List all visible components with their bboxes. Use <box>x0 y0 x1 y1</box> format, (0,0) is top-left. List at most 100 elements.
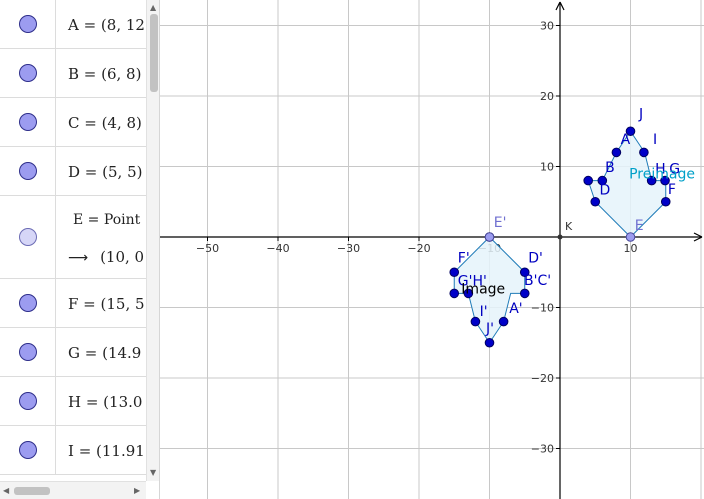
image-point[interactable] <box>470 316 481 327</box>
visibility-toggle-B[interactable] <box>0 49 56 97</box>
origin-point-label: K <box>565 220 573 233</box>
marble-icon[interactable] <box>19 441 37 459</box>
preimage-point-label: J <box>638 107 643 123</box>
x-tick-label: 10 <box>624 242 638 255</box>
algebra-row-A[interactable]: A = (8, 12) <box>0 0 151 49</box>
preimage-point-label: H <box>655 162 666 178</box>
coordinate-plane[interactable]: −50−40−30−20−1010302010−10−20−30KJIABHGD… <box>160 0 704 499</box>
algebra-definition-B[interactable]: B = (6, 8) <box>68 65 142 83</box>
image-point-label: A' <box>509 301 522 317</box>
y-tick-label: 20 <box>540 90 554 103</box>
algebra-definition-H[interactable]: H = (13.0 <box>68 393 143 411</box>
preimage-point[interactable] <box>639 147 649 158</box>
image-point[interactable] <box>449 288 460 299</box>
algebra-definition-G[interactable]: G = (14.9 <box>68 344 142 362</box>
image-point-label: E' <box>494 215 507 231</box>
algebra-row-H[interactable]: H = (13.0 <box>0 377 146 426</box>
algebra-value-E: (10, 0 <box>100 248 145 266</box>
graphics-view[interactable]: −50−40−30−20−1010302010−10−20−30KJIABHGD… <box>160 0 704 499</box>
marble-icon[interactable] <box>19 15 37 33</box>
algebra-row-B[interactable]: B = (6, 8) <box>0 49 146 98</box>
preimage-point[interactable] <box>625 126 636 137</box>
preimage-point[interactable] <box>660 196 671 207</box>
algebra-row-D[interactable]: D = (5, 5) <box>0 147 146 196</box>
preimage-point-label: G <box>669 162 680 178</box>
scroll-left-icon[interactable]: ◀ <box>3 486 10 495</box>
image-point-label: J' <box>485 321 494 337</box>
preimage-point[interactable] <box>646 175 657 186</box>
preimage-point-label: I <box>653 132 657 148</box>
image-point-label: I' <box>480 304 488 320</box>
image-point[interactable] <box>498 316 509 327</box>
scroll-right-icon[interactable]: ▶ <box>134 486 141 495</box>
algebra-row-C[interactable]: C = (4, 8) <box>0 98 146 147</box>
y-axis-arrow-icon <box>555 1 565 11</box>
x-axis-arrow-icon <box>693 232 703 242</box>
preimage-polygon-label: Preimage <box>629 166 695 182</box>
marble-icon[interactable] <box>19 113 37 131</box>
preimage-point[interactable] <box>590 196 601 207</box>
preimage-point-label: A <box>621 132 631 148</box>
algebra-definition-C[interactable]: C = (4, 8) <box>68 114 142 132</box>
point-E[interactable] <box>625 232 636 242</box>
y-tick-label: −30 <box>531 443 554 456</box>
origin-point[interactable] <box>557 234 563 240</box>
image-point-label: D' <box>528 250 543 266</box>
algebra-definition-E[interactable]: E = Point <box>73 212 141 228</box>
image-point[interactable] <box>463 288 474 299</box>
image-point-label: B'C' <box>524 273 551 289</box>
algebra-definition-F[interactable]: F = (15, 5 <box>68 295 145 313</box>
marble-icon[interactable] <box>19 343 37 361</box>
visibility-toggle-G[interactable] <box>0 328 56 376</box>
y-tick-label: 10 <box>540 161 554 174</box>
visibility-toggle-I[interactable] <box>0 426 56 474</box>
result-arrow-icon: ⟶ <box>68 250 89 266</box>
algebra-horizontal-scrollbar[interactable]: ◀ ▶ <box>0 481 146 499</box>
y-tick-label: −20 <box>531 372 554 385</box>
image-point[interactable] <box>519 267 530 278</box>
image-point[interactable] <box>484 337 495 348</box>
algebra-row-E[interactable]: E = Point ⟶ (10, 0 <box>0 196 146 279</box>
preimage-point-label: E <box>635 218 644 234</box>
algebra-vertical-scrollbar[interactable]: ▲ ▼ <box>146 0 159 481</box>
preimage-point-label: D <box>599 183 610 199</box>
x-tick-label: −40 <box>266 242 289 255</box>
algebra-row-F[interactable]: F = (15, 5 <box>0 279 146 328</box>
algebra-definition-A[interactable]: A = (8, 12) <box>68 16 151 34</box>
visibility-toggle-E[interactable] <box>0 196 56 278</box>
marble-icon[interactable] <box>19 392 37 410</box>
preimage-point[interactable] <box>611 147 622 158</box>
marble-icon[interactable] <box>19 64 37 82</box>
x-tick-label: −50 <box>196 242 219 255</box>
visibility-toggle-D[interactable] <box>0 147 56 195</box>
algebra-row-I[interactable]: I = (11.91 <box>0 426 146 475</box>
visibility-toggle-C[interactable] <box>0 98 56 146</box>
algebra-definition-D[interactable]: D = (5, 5) <box>68 163 143 181</box>
scroll-down-icon[interactable]: ▼ <box>150 468 157 477</box>
visibility-toggle-A[interactable] <box>0 0 56 48</box>
scroll-up-icon[interactable]: ▲ <box>150 3 157 12</box>
algebra-definition-I[interactable]: I = (11.91 <box>68 442 145 460</box>
marble-icon[interactable] <box>19 294 37 312</box>
scroll-thumb[interactable] <box>150 14 158 92</box>
algebra-list: A = (8, 12) B = (6, 8) C = (4, 8) D = (5, 5… <box>0 0 151 475</box>
y-tick-label: −10 <box>531 302 554 315</box>
marble-icon[interactable] <box>19 162 37 180</box>
point-E-prime[interactable] <box>484 232 495 242</box>
algebra-view: A = (8, 12) B = (6, 8) C = (4, 8) D = (5, 5… <box>0 0 160 499</box>
preimage-point-label: B <box>605 160 615 176</box>
marble-icon[interactable] <box>19 228 37 246</box>
visibility-toggle-F[interactable] <box>0 279 56 327</box>
image-point-label: F' <box>458 250 470 266</box>
image-point[interactable] <box>519 288 530 299</box>
scroll-thumb-horizontal[interactable] <box>14 487 50 495</box>
image-point[interactable] <box>449 267 460 278</box>
preimage-point[interactable] <box>583 175 594 186</box>
image-point-label: G'H' <box>458 274 487 290</box>
y-tick-label: 30 <box>540 20 554 33</box>
preimage-point[interactable] <box>597 175 608 186</box>
algebra-row-G[interactable]: G = (14.9 <box>0 328 146 377</box>
preimage-point[interactable] <box>660 175 670 186</box>
visibility-toggle-H[interactable] <box>0 377 56 425</box>
